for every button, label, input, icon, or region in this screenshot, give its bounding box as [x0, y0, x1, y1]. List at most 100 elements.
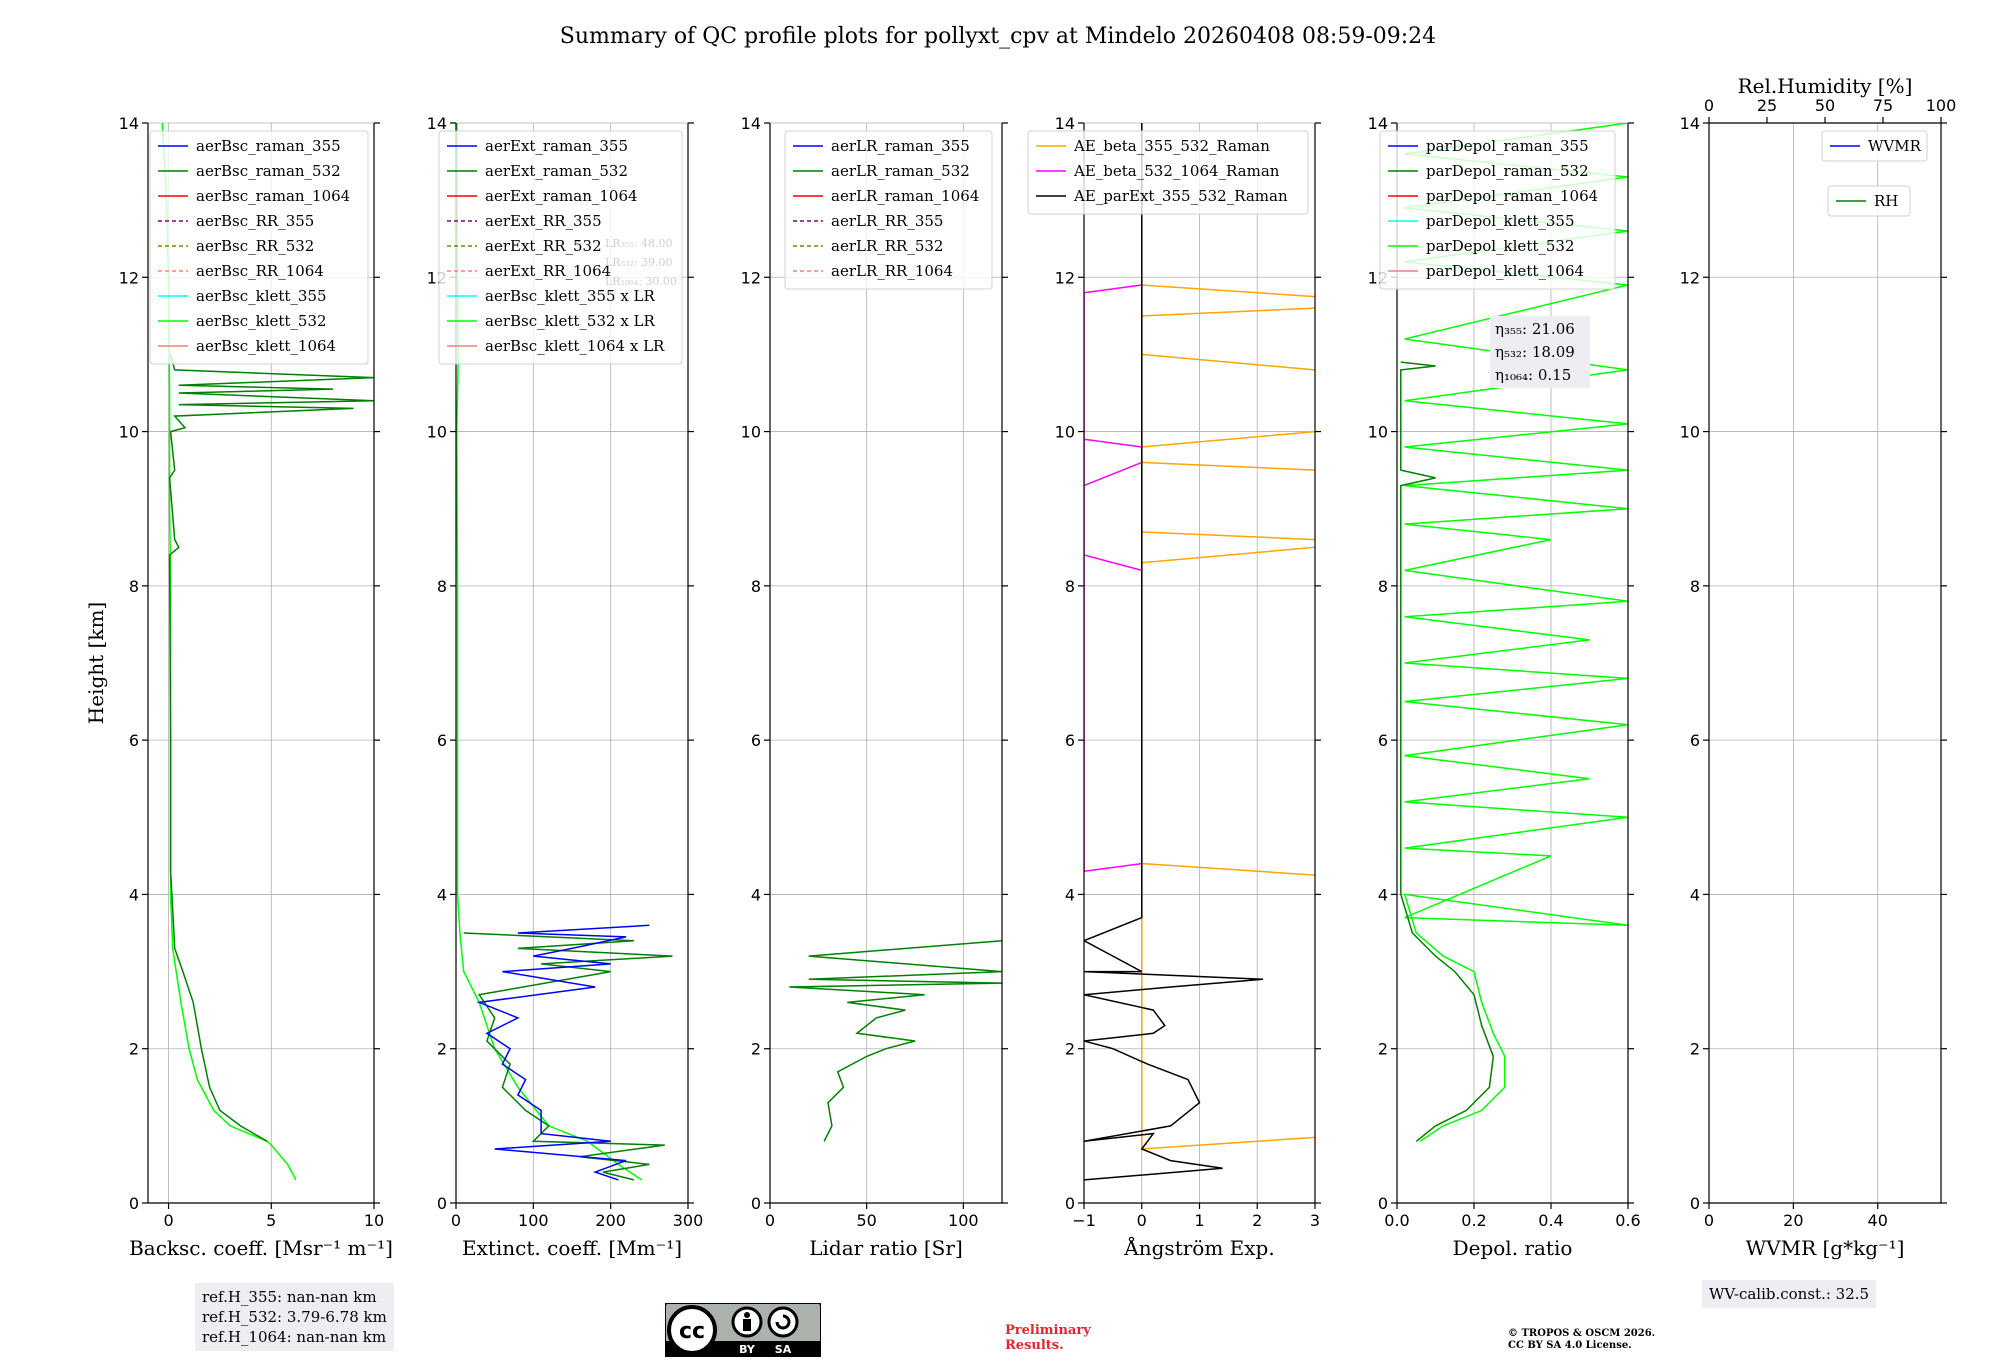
copyright-note: © TROPOS & OSCM 2026. CC BY SA 4.0 Licen… [1508, 1328, 1655, 1352]
annotation-text: η₁₀₆₄: 0.15 [1495, 366, 1571, 384]
legend-entry: aerBsc_raman_532 [196, 162, 341, 180]
legend-box [1027, 130, 1309, 215]
y-tick-label: 12 [741, 268, 761, 287]
x-tick-label: 50 [856, 1211, 876, 1230]
legend-entry: WVMR [1868, 137, 1922, 155]
x-tick-label: 0.6 [1615, 1211, 1640, 1230]
legend-entry: aerBsc_raman_1064 [196, 187, 350, 205]
legend-entry: aerLR_RR_532 [831, 237, 943, 255]
y-tick-label: 4 [751, 885, 761, 904]
top-x-tick-label: 100 [1926, 96, 1957, 115]
y-tick-label: 10 [119, 423, 139, 442]
legend-entry: aerExt_RR_355 [485, 212, 602, 230]
y-tick-label: 14 [427, 114, 447, 133]
legend-entry: aerExt_raman_1064 [485, 187, 638, 205]
wv-calib-box: WV-calib.const.: 32.5 [1702, 1280, 1877, 1308]
cc-text: cc [679, 1319, 705, 1344]
y-tick-label: 8 [437, 577, 447, 596]
legend-entry: AE_beta_355_532_Raman [1073, 137, 1270, 155]
y-tick-label: 14 [741, 114, 761, 133]
y-tick-label: 14 [1055, 114, 1075, 133]
legend-entry: aerBsc_klett_1064 [196, 337, 336, 355]
y-tick-label: 0 [751, 1194, 761, 1213]
cc-license-logo[interactable]: cc BY SA [665, 1303, 821, 1357]
y-tick-label: 8 [1690, 577, 1700, 596]
ref-height-532: ref.H_532: 3.79-6.78 km [202, 1308, 387, 1326]
y-tick-label: 6 [1065, 731, 1075, 750]
y-tick-label: 2 [1690, 1040, 1700, 1059]
y-tick-label: 0 [129, 1194, 139, 1213]
y-tick-label: 12 [1680, 268, 1700, 287]
y-tick-label: 4 [437, 885, 447, 904]
y-tick-label: 4 [1065, 885, 1075, 904]
by-label: BY [739, 1343, 756, 1356]
y-tick-label: 10 [741, 423, 761, 442]
legend-entry: parDepol_raman_355 [1426, 137, 1589, 155]
annotation-text: LR₃₅₅: 48.00 [605, 237, 673, 250]
legend-entry: aerBsc_klett_1064 x LR [485, 337, 665, 355]
x-tick-label: 0 [1137, 1211, 1147, 1230]
legend-entry: AE_beta_532_1064_Raman [1073, 162, 1280, 180]
legend-entry: aerExt_RR_532 [485, 237, 602, 255]
ref-height-box: ref.H_355: nan-nan km ref.H_532: 3.79-6.… [195, 1283, 394, 1351]
legend: AE_beta_355_532_Raman AE_beta_532_1064_Ra… [1027, 130, 1309, 215]
x-axis-label: Extinct. coeff. [Mm⁻¹] [462, 1236, 682, 1260]
annotation-text: LR₅₃₂: 39.00 [605, 256, 673, 269]
y-tick-label: 4 [129, 885, 139, 904]
series-aerExt_raman_355 [476, 924, 650, 1181]
legend-entry: AE_parExt_355_532_Raman [1073, 187, 1288, 205]
y-tick-label: 4 [1378, 885, 1388, 904]
preliminary-note: Preliminary Results. [1005, 1323, 1091, 1353]
y-tick-label: 0 [1690, 1194, 1700, 1213]
series-AE_beta_532_1064_Raman [1084, 284, 1143, 873]
series-aerBsc_klett_532 x LR [456, 123, 643, 1181]
x-tick-label: 100 [518, 1211, 549, 1230]
ref-height-355: ref.H_355: nan-nan km [202, 1288, 377, 1306]
legend-box [1827, 185, 1911, 217]
annotation-text: η₃₅₅: 21.06 [1495, 320, 1575, 338]
panel-lr: 0 50 100 0 2 4 6 8 10 12 14 Lidar ratio [Sr] aerLR_r… [741, 114, 1008, 1260]
legend-entry: parDepol_klett_1064 [1426, 262, 1584, 280]
legend-entry: parDepol_raman_532 [1426, 162, 1589, 180]
x-axis-label: Backsc. coeff. [Msr⁻¹ m⁻¹] [129, 1236, 393, 1260]
y-tick-label: 10 [1055, 423, 1075, 442]
y-tick-label: 6 [751, 731, 761, 750]
x-tick-label: 0.0 [1384, 1211, 1409, 1230]
wv-calib-text: WV-calib.const.: 32.5 [1709, 1285, 1870, 1303]
top-x-tick-label: 75 [1873, 96, 1893, 115]
top-x-tick-label: 50 [1815, 96, 1835, 115]
legend-box [1379, 130, 1616, 290]
x-tick-label: 0.4 [1538, 1211, 1563, 1230]
annotation-text: LR₁₀₆₄: 30.00 [605, 275, 677, 288]
x-tick-label: 0 [1704, 1211, 1714, 1230]
x-axis-label: Ångström Exp. [1123, 1235, 1274, 1260]
x-tick-label: 0 [163, 1211, 173, 1230]
y-tick-label: 2 [1378, 1040, 1388, 1059]
x-tick-label: 0.2 [1461, 1211, 1486, 1230]
legend: aerLR_raman_355 aerLR_raman_532 aerLR_rama… [784, 130, 993, 290]
figure-title: Summary of QC profile plots for pollyxt_… [560, 24, 1436, 49]
x-axis-label: WVMR [g*kg⁻¹] [1746, 1236, 1905, 1260]
legend-entry: parDepol_klett_355 [1426, 212, 1575, 230]
y-tick-label: 10 [1368, 423, 1388, 442]
legend-entry: aerBsc_RR_355 [196, 212, 314, 230]
series-parDepol_raman_532 [1400, 361, 1495, 1142]
series-aerExt_raman_532 [463, 932, 673, 1181]
x-tick-label: −1 [1072, 1211, 1096, 1230]
annotation-text: η₅₃₂: 18.09 [1495, 343, 1575, 361]
series-parDepol_klett_532 [1403, 123, 1628, 1142]
x-tick-label: 10 [364, 1211, 384, 1230]
legend-box [149, 130, 369, 365]
preliminary-line-2: Results. [1005, 1338, 1064, 1353]
annotation-box [1490, 316, 1590, 388]
legend-entry: aerExt_raman_532 [485, 162, 628, 180]
x-tick-label: 200 [595, 1211, 626, 1230]
top-x-tick-label: 25 [1757, 96, 1777, 115]
series-AE_beta_355_532_Raman [1141, 284, 1315, 1150]
legend: parDepol_raman_355 parDepol_raman_532 parD… [1379, 130, 1616, 290]
legend-entry: aerExt_raman_355 [485, 137, 628, 155]
